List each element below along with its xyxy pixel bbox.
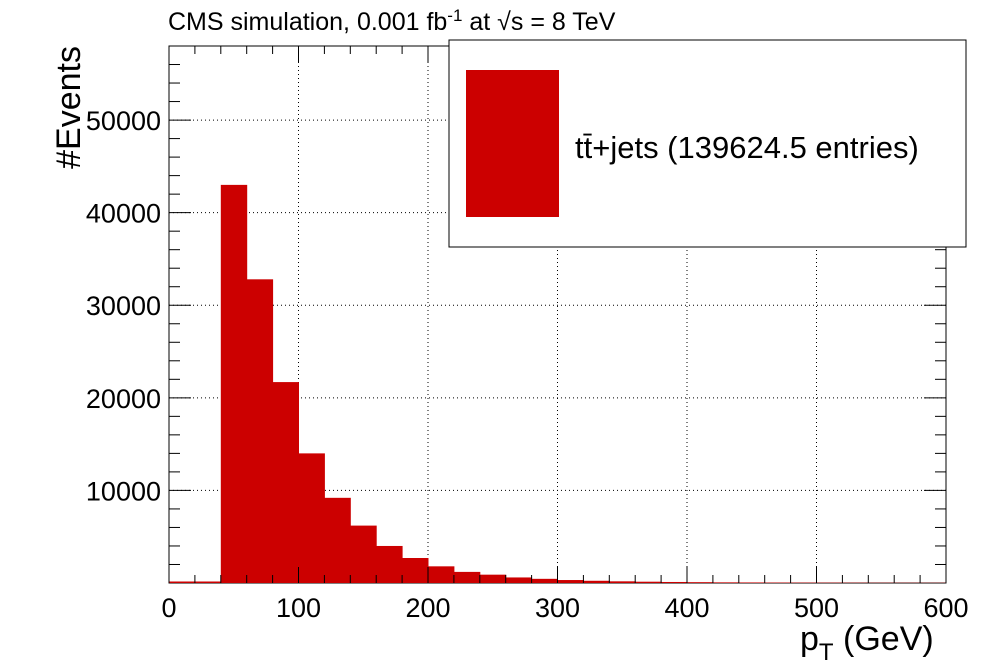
histogram-bar xyxy=(609,581,636,583)
title-at: at xyxy=(462,8,497,36)
y-tick-label: 30000 xyxy=(86,291,161,321)
histogram-bar xyxy=(557,580,584,583)
legend: tt̄+jets (139624.5 entries) xyxy=(448,39,967,248)
title-sqrt: √ xyxy=(497,8,511,36)
y-tick-label: 40000 xyxy=(86,199,161,229)
histogram-bars xyxy=(169,184,947,583)
x-label-unit: (GeV) xyxy=(834,620,934,658)
histogram-bar xyxy=(738,582,766,583)
histogram-bar xyxy=(376,545,403,583)
histogram-bar xyxy=(169,581,196,583)
histogram-bar xyxy=(194,581,222,583)
title-energy: = 8 TeV xyxy=(523,8,615,36)
x-tick-label: 300 xyxy=(535,593,580,623)
histogram-bar xyxy=(272,382,299,583)
legend-swatch xyxy=(466,70,559,217)
x-label-main: p xyxy=(800,620,819,658)
x-tick-label: 200 xyxy=(405,593,450,623)
y-tick-label: 50000 xyxy=(86,106,161,136)
title-main: CMS simulation, 0.001 fb xyxy=(168,8,447,36)
x-label-sub: T xyxy=(819,639,834,666)
title-s: s xyxy=(511,8,524,36)
tick-labels: 0 100 200 300 400 500 600 10000 20000 30000 40000 5… xyxy=(86,106,969,623)
y-axis-label: #Events xyxy=(50,46,88,169)
x-tick-label: 100 xyxy=(276,593,321,623)
y-tick-label: 20000 xyxy=(86,384,161,414)
histogram-bar xyxy=(324,497,351,583)
chart-title: CMS simulation, 0.001 fb-1 at √s = 8 TeV xyxy=(168,6,616,36)
histogram-bar xyxy=(428,566,455,583)
x-tick-label: 400 xyxy=(664,593,709,623)
histogram-bar xyxy=(453,571,481,583)
histogram-bar xyxy=(583,580,610,583)
histogram-bar xyxy=(531,578,558,583)
histogram-bar xyxy=(687,582,714,583)
x-tick-label: 0 xyxy=(161,593,176,623)
histogram-bar xyxy=(220,184,248,583)
x-tick-label: 600 xyxy=(923,593,968,623)
histogram-bar xyxy=(246,279,274,583)
histogram-bar xyxy=(298,453,325,583)
histogram-bar xyxy=(479,574,507,583)
x-tick-label: 500 xyxy=(794,593,839,623)
title-exponent: -1 xyxy=(447,6,462,25)
histogram-bar xyxy=(402,558,429,583)
histogram-bar xyxy=(350,525,377,583)
histogram-bar xyxy=(505,577,533,583)
y-tick-label: 10000 xyxy=(86,476,161,506)
histogram-bar xyxy=(635,581,662,583)
histogram-bar xyxy=(712,582,740,583)
histogram-bar xyxy=(661,581,688,583)
x-axis-label: pT (GeV) xyxy=(800,620,934,666)
legend-label: tt̄+jets (139624.5 entries) xyxy=(575,130,919,165)
